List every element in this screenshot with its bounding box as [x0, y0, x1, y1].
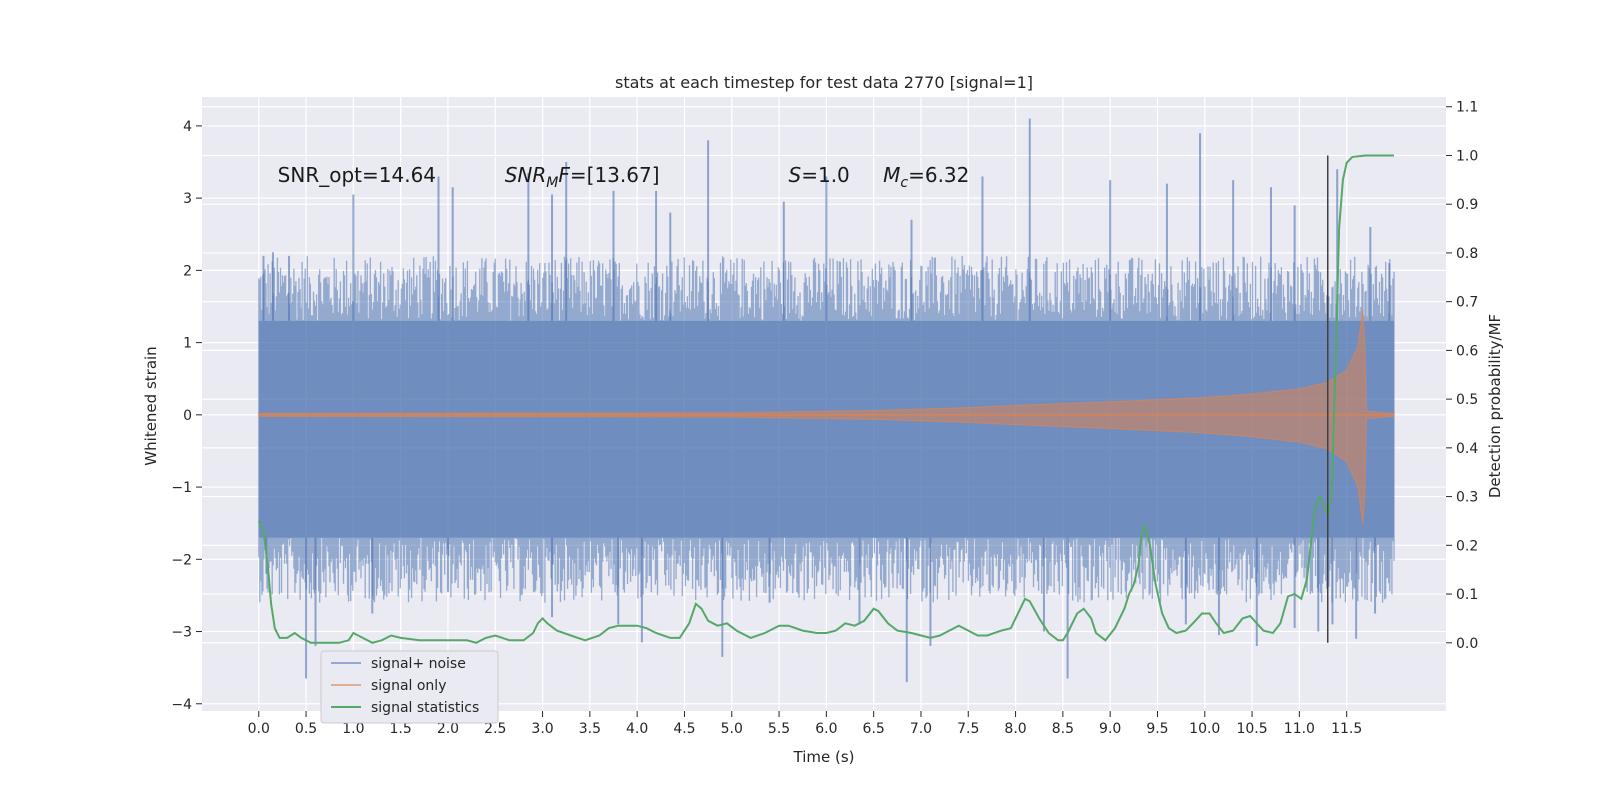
y-tick-label: 2 — [183, 263, 192, 279]
y-axis-left-ticks: −4 −3 −2 −1 0 1 2 3 4 — [171, 119, 202, 713]
y-right-tick-label: 0.8 — [1456, 246, 1478, 262]
y-tick-label: 1 — [183, 336, 192, 352]
legend-label-signal: signal only — [371, 678, 446, 694]
y-axis-label-left: Whitened strain — [142, 346, 160, 465]
annotation-snr-opt: SNR_opt=14.64 — [278, 163, 436, 187]
signal-statistics-line — [257, 154, 1394, 644]
x-tick-label: 6.5 — [863, 721, 885, 737]
x-tick-label: 4.5 — [673, 721, 695, 737]
x-tick-label: 0.5 — [295, 721, 317, 737]
x-tick-label: 7.5 — [957, 721, 979, 737]
x-tick-label: 7.0 — [910, 721, 932, 737]
annotation-snr-mf: SNRMF=[13.67] — [505, 163, 660, 191]
annotation-mc: Mc=6.32 — [883, 163, 969, 191]
y-right-tick-label: 0.1 — [1456, 587, 1478, 603]
legend-box — [320, 650, 499, 724]
y-tick-label: 0 — [183, 408, 192, 424]
legend-label-noise: signal+ noise — [371, 656, 466, 672]
x-tick-label: 10.0 — [1189, 721, 1220, 737]
x-tick-label: 3.5 — [579, 721, 601, 737]
x-tick-label: 0.0 — [248, 721, 270, 737]
y-right-tick-label: 0.5 — [1456, 392, 1478, 408]
y-right-tick-label: 0.9 — [1456, 197, 1478, 213]
x-tick-label: 4.0 — [626, 721, 648, 737]
x-tick-label: 6.0 — [815, 721, 837, 737]
y-tick-label: 3 — [183, 191, 192, 207]
x-tick-label: 1.5 — [390, 721, 412, 737]
y-axis-right-ticks: 0.0 0.1 0.2 0.3 0.4 0.5 0.6 0.7 0.8 0.9 1.0 1.1 — [1446, 100, 1478, 652]
y-right-tick-label: 0.2 — [1456, 538, 1478, 554]
y-right-tick-label: 0.6 — [1456, 343, 1478, 359]
x-tick-label: 2.5 — [484, 721, 506, 737]
x-tick-label: 8.5 — [1052, 721, 1074, 737]
x-tick-label: 5.0 — [721, 721, 743, 737]
signal-only-series — [258, 310, 1395, 525]
y-tick-label: −2 — [171, 552, 192, 568]
x-tick-label: 1.0 — [342, 721, 364, 737]
y-right-tick-label: 1.0 — [1456, 148, 1478, 164]
y-tick-label: −3 — [171, 625, 192, 641]
y-right-tick-label: 1.1 — [1456, 100, 1478, 116]
y-right-tick-label: 0.0 — [1456, 636, 1478, 652]
x-axis-label: Time (s) — [793, 748, 855, 766]
annotations: SNR_opt=14.64 SNRMF=[13.67] S=1.0 Mc=6.3… — [278, 163, 970, 191]
x-tick-label: 10.5 — [1236, 721, 1267, 737]
x-tick-label: 9.0 — [1099, 721, 1121, 737]
y-tick-label: −4 — [171, 697, 192, 713]
legend: signal+ noise signal only signal statist… — [320, 650, 499, 724]
y-right-tick-label: 0.3 — [1456, 490, 1478, 506]
y-axis-label-right: Detection probability/MF — [1486, 314, 1504, 498]
x-tick-label: 8.0 — [1004, 721, 1026, 737]
x-tick-label: 9.5 — [1146, 721, 1168, 737]
x-tick-label: 11.5 — [1331, 721, 1362, 737]
signal-statistics-series — [257, 154, 1394, 644]
chart-title: stats at each timestep for test data 277… — [615, 73, 1033, 92]
annotation-s: S=1.0 — [789, 163, 850, 187]
x-tick-label: 3.0 — [531, 721, 553, 737]
y-right-tick-label: 0.4 — [1456, 441, 1478, 457]
y-tick-label: −1 — [171, 480, 192, 496]
y-right-tick-label: 0.7 — [1456, 295, 1478, 311]
legend-label-statistics: signal statistics — [371, 700, 479, 716]
y-tick-label: 4 — [183, 119, 192, 135]
x-tick-label: 2.0 — [437, 721, 459, 737]
signal-only-envelope — [258, 310, 1395, 525]
x-tick-label: 11.0 — [1284, 721, 1315, 737]
x-tick-label: 5.5 — [768, 721, 790, 737]
